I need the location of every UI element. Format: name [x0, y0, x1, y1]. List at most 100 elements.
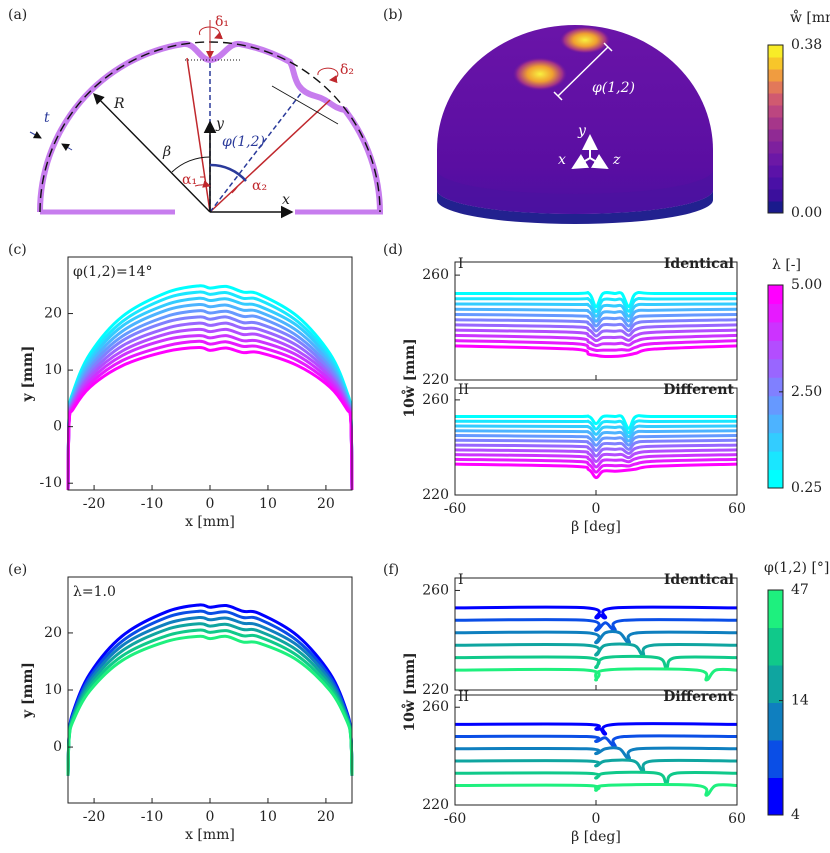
- colorbar-tick-label: 0.00: [791, 205, 822, 221]
- annotation: Identical: [664, 256, 734, 272]
- curve: [454, 296, 738, 314]
- curve: [66, 290, 354, 491]
- y-tick-label: 10: [44, 682, 62, 698]
- curve: [454, 333, 738, 348]
- colorbar-title: λ [-]: [772, 257, 801, 273]
- colorbar-band: [768, 627, 783, 666]
- curve: [454, 457, 738, 474]
- curve: [454, 424, 738, 439]
- colorbar-tick-label: 47: [791, 582, 809, 598]
- x-tick-label: 60: [728, 501, 746, 517]
- curve: [454, 344, 738, 358]
- y-tick-label: 260: [422, 582, 449, 598]
- curve: [454, 453, 738, 469]
- curve: [454, 438, 738, 453]
- colorbar-frame: [767, 589, 784, 816]
- curve: [454, 770, 738, 785]
- colorbar-band: [768, 141, 783, 154]
- y-tick-label: 20: [44, 306, 62, 322]
- x-axis-label: β [deg]: [571, 519, 621, 535]
- colorbar-band: [768, 57, 783, 70]
- panel-label: (e): [8, 562, 27, 578]
- curve: [454, 462, 738, 480]
- y-tick-label: 260: [422, 267, 449, 283]
- colorbar-band: [768, 377, 783, 397]
- diagram-label: x: [282, 192, 290, 208]
- y-axis-label: 10ẘ [mm]: [401, 652, 418, 731]
- diagram-label: φ(1,2): [222, 134, 265, 150]
- colorbar-band: [768, 69, 783, 82]
- curve: [454, 443, 738, 458]
- annotation-box: [69, 258, 161, 284]
- y-tick-label: 10: [44, 362, 62, 378]
- x-tick-label: 60: [728, 811, 746, 827]
- curve: [454, 419, 738, 435]
- shell-diagram: δ₁ δ₂ R t β y x α₁ α₂ φ(1,2): [29, 14, 383, 219]
- colorbar-tick-label: 2.50: [791, 384, 822, 400]
- colorbar-band: [768, 303, 783, 323]
- colorbar-band: [768, 81, 783, 94]
- colorbar-band: [768, 321, 783, 341]
- diagram-label: R: [113, 96, 125, 112]
- diagram-label: α₁: [182, 172, 197, 188]
- x-tick-label: -10: [141, 809, 164, 825]
- panel-sublabel: I: [458, 256, 464, 272]
- colorbar-band: [768, 740, 783, 778]
- colorbar-band: [768, 777, 783, 816]
- colorbar-band: [768, 590, 783, 628]
- x-tick-label: -20: [83, 809, 106, 825]
- curve: [454, 307, 738, 323]
- curve: [454, 448, 738, 463]
- dome-label: φ(1,2): [592, 80, 635, 96]
- panel-label: (c): [8, 242, 27, 258]
- y-tick-label: 0: [53, 739, 62, 755]
- colorbar-band: [768, 153, 783, 166]
- curve: [454, 302, 738, 318]
- colorbar-band: [768, 665, 783, 703]
- x-tick-label: 20: [317, 809, 335, 825]
- y-tick-label: 0: [53, 419, 62, 435]
- colorbar-band: [768, 201, 783, 214]
- x-axis-label: β [deg]: [571, 829, 621, 845]
- colorbar-frame: [767, 284, 784, 489]
- annotation: φ(1,2)=14°: [73, 264, 153, 280]
- curve: [454, 722, 738, 736]
- colorbar-band: [768, 285, 783, 304]
- x-tick-label: 20: [317, 496, 335, 512]
- panel-label: (d): [383, 242, 403, 258]
- colorbar-title: ẘ [mm]: [790, 9, 830, 26]
- curve: [66, 634, 354, 776]
- y-tick-label: 260: [422, 699, 449, 715]
- x-axis-label: x [mm]: [185, 827, 235, 843]
- y-tick-label: 220: [422, 797, 449, 813]
- x-tick-label: -60: [444, 501, 467, 517]
- diagram-label: t: [44, 110, 50, 126]
- x-tick-label: -20: [83, 496, 106, 512]
- curve: [66, 603, 354, 776]
- colorbar-band: [768, 451, 783, 471]
- y-axis-label: y [mm]: [20, 662, 36, 719]
- panel-label: (a): [8, 7, 27, 23]
- colorbar-tick-label: 0.25: [791, 480, 822, 496]
- curve: [454, 618, 738, 632]
- x-tick-label: 0: [206, 809, 215, 825]
- curve: [454, 642, 738, 657]
- panel-sublabel: II: [458, 382, 469, 398]
- curve: [454, 434, 738, 447]
- panel-sublabel: I: [458, 572, 464, 588]
- curve: [454, 605, 738, 620]
- annotation: Different: [663, 382, 734, 398]
- curve: [66, 284, 354, 491]
- colorbar-band: [768, 432, 783, 452]
- diagram-label: δ₂: [340, 62, 354, 78]
- y-tick-label: 20: [44, 625, 62, 641]
- colorbar-band: [768, 177, 783, 190]
- panel-sublabel: II: [458, 689, 469, 705]
- curve: [454, 630, 738, 645]
- y-tick-label: 220: [422, 372, 449, 388]
- x-axis-label: x [mm]: [185, 514, 235, 530]
- x-tick-label: -60: [444, 811, 467, 827]
- colorbar-band: [768, 414, 783, 434]
- curve: [66, 609, 354, 776]
